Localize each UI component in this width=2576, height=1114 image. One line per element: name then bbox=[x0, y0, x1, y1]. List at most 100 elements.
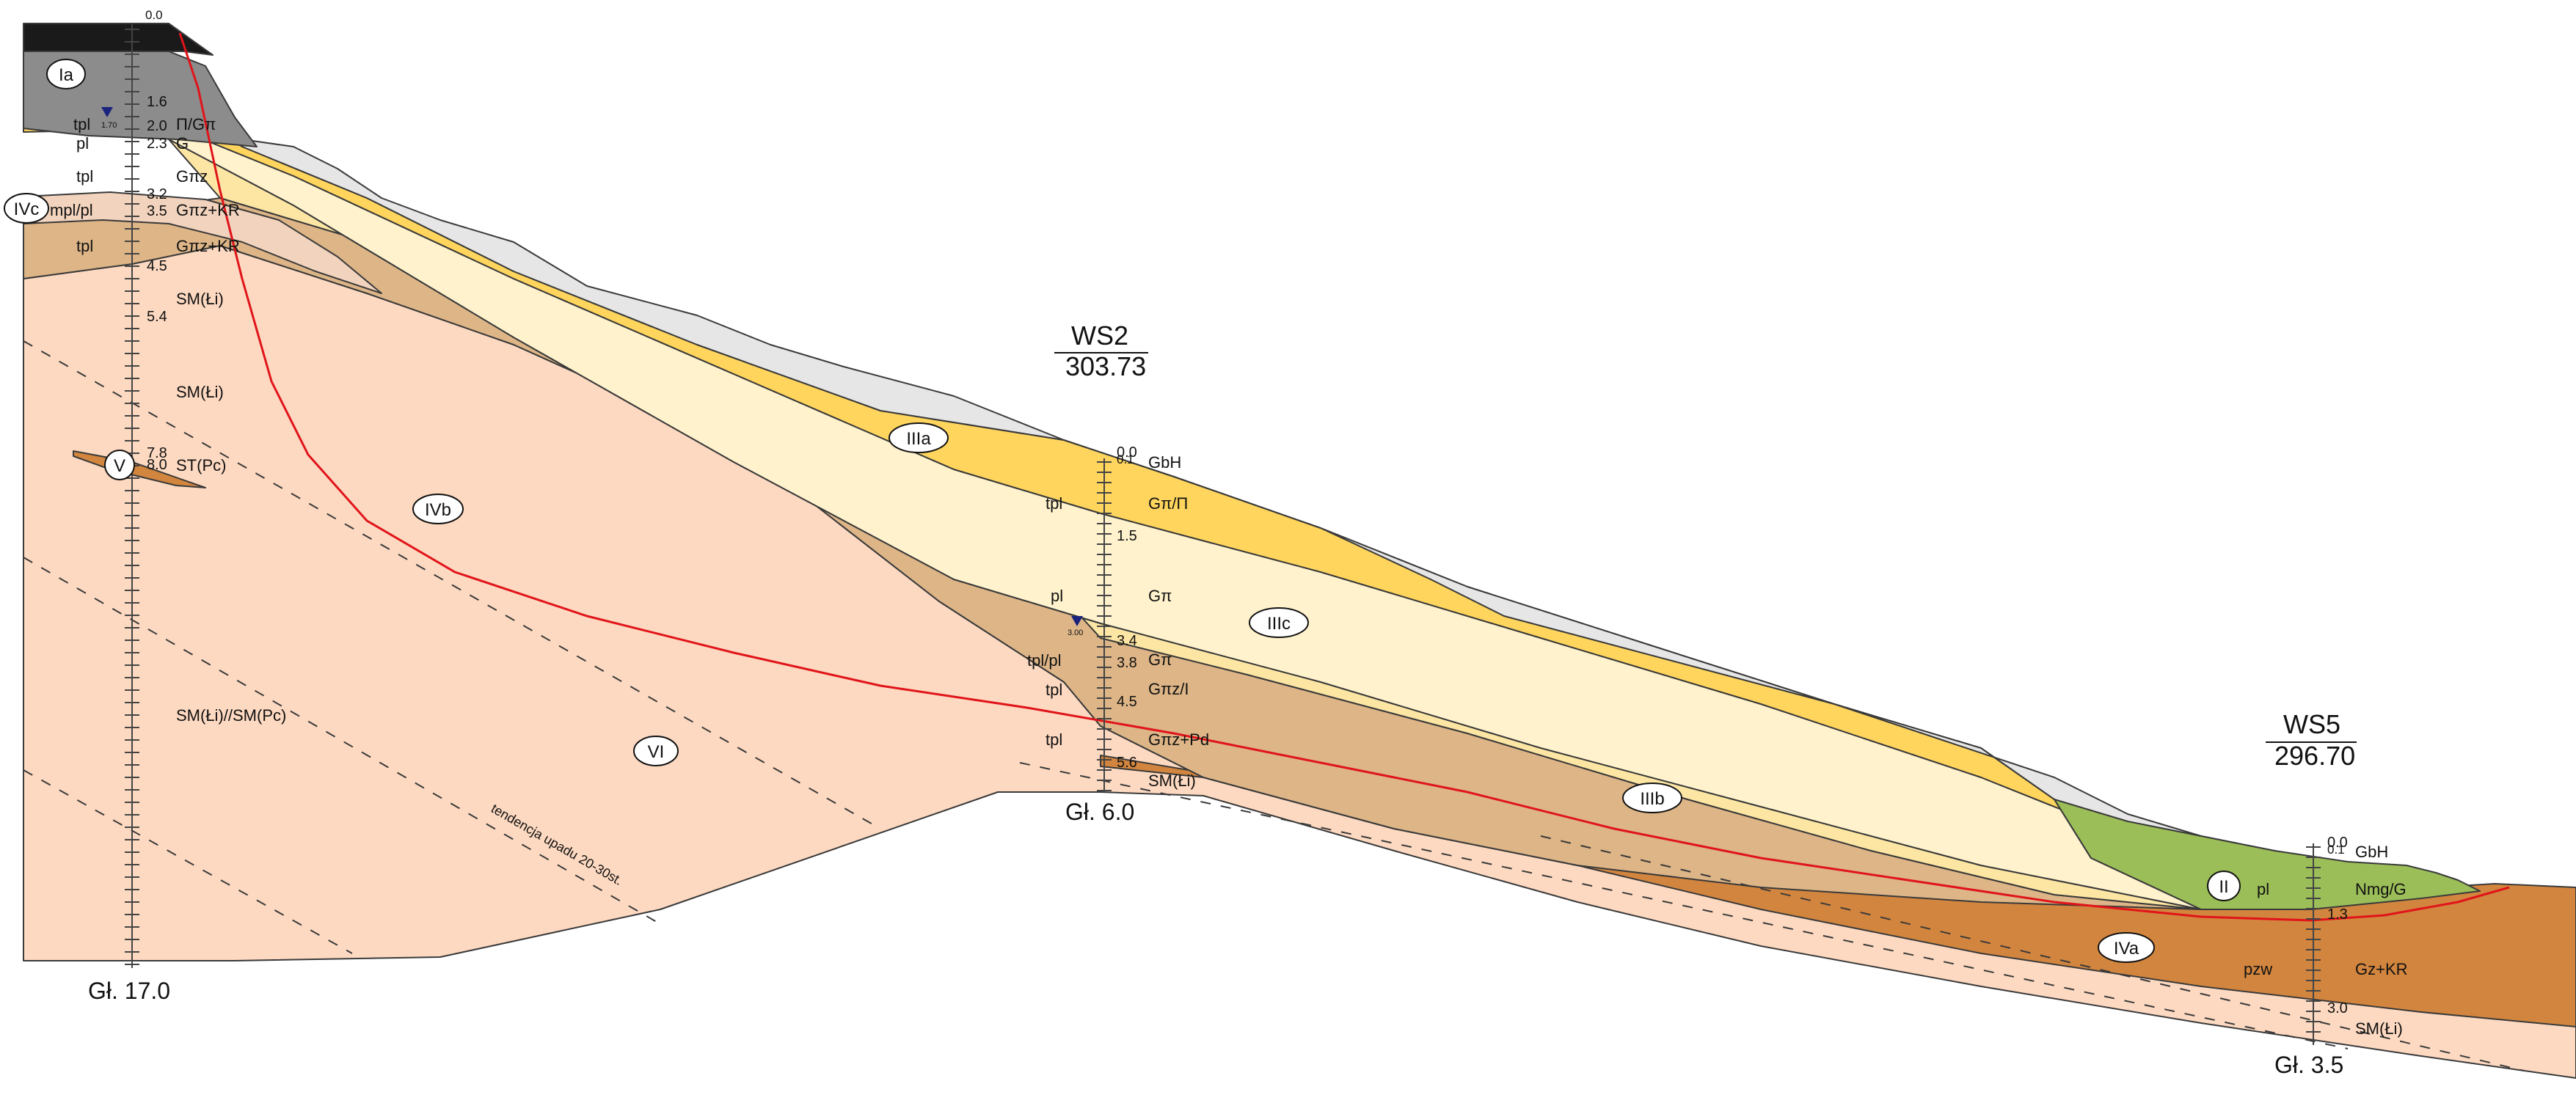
borehole-bottom-label: Gł. 17.0 bbox=[88, 978, 170, 1004]
depth-label: 2.0 bbox=[147, 118, 167, 134]
depth-label: 3.0 bbox=[2327, 1000, 2348, 1016]
borehole-ticks bbox=[2306, 846, 2321, 1033]
borehole-elevation: 296.70 bbox=[2274, 741, 2355, 771]
lith-label: Gπ/Π bbox=[1148, 494, 1188, 513]
depth-label: 7.8 bbox=[147, 445, 167, 461]
borehole-name: WS2 bbox=[1071, 320, 1128, 351]
strat-label: pl bbox=[1051, 587, 1063, 605]
lith-label: SM(Łi) bbox=[2355, 1019, 2403, 1038]
unit-text: II bbox=[2219, 877, 2228, 897]
strat-label: pl bbox=[2257, 880, 2269, 898]
layer-Ia-top bbox=[23, 23, 214, 56]
depth-label: 3.5 bbox=[147, 203, 167, 219]
borehole-ticks bbox=[1097, 461, 1112, 791]
layer-topsoil bbox=[241, 139, 2407, 881]
unit-text: IIIb bbox=[1640, 789, 1664, 809]
unit-ellipse bbox=[1249, 607, 1309, 638]
lith-label: ST(Pc) bbox=[176, 456, 226, 474]
depth-label: 3.8 bbox=[1117, 655, 1137, 671]
top-depth-label: 0.0 bbox=[2327, 835, 2348, 851]
strat-label: tpl bbox=[1046, 494, 1062, 513]
lith-label: SM(Łi) bbox=[1148, 772, 1196, 790]
lith-label: SM(Łi)//SM(Pc) bbox=[176, 706, 286, 725]
unit-label-VI: VI bbox=[633, 736, 679, 766]
top-depth-label: 0.1 bbox=[2327, 843, 2345, 857]
strat-label: tpl/pl bbox=[1027, 651, 1061, 670]
borehole-ticks bbox=[125, 29, 139, 965]
depth-label: 8.0 bbox=[147, 457, 167, 473]
lith-label: Gπ bbox=[1148, 651, 1172, 669]
unit-text: VI bbox=[648, 742, 665, 762]
unit-ellipse bbox=[633, 736, 679, 766]
depth-label: 3.2 bbox=[147, 186, 167, 202]
depth-label: 4.5 bbox=[1117, 694, 1137, 710]
water-table-marker bbox=[101, 107, 113, 117]
borehole-left: 0.0 1.70 1.6 2.0 2.3 3.2 3.5 4.5 5.4 7.8… bbox=[50, 8, 286, 1004]
borehole-bottom-label: Gł. 6.0 bbox=[1065, 799, 1134, 825]
unit-ellipse bbox=[1622, 783, 1682, 813]
lith-label: Gπz+KR bbox=[176, 237, 240, 255]
depth-label: 2.3 bbox=[147, 136, 167, 152]
layer-IVc bbox=[23, 191, 382, 294]
unit-ellipse bbox=[2098, 932, 2155, 963]
lith-label: Gz+KR bbox=[2355, 960, 2408, 978]
top-depth-label: 0.0 bbox=[1117, 444, 1137, 461]
unit-ellipse bbox=[889, 422, 949, 453]
depth-label: 1.5 bbox=[1117, 528, 1137, 544]
unit-label-Ia: Ia bbox=[46, 59, 86, 89]
dip-line bbox=[23, 769, 353, 954]
strat-label: mpl/pl bbox=[50, 201, 93, 219]
water-table-label: 1.70 bbox=[101, 121, 117, 130]
depth-label: 5.6 bbox=[1117, 755, 1137, 771]
unit-text: IVa bbox=[2114, 939, 2139, 959]
unit-ellipse bbox=[46, 59, 86, 89]
borehole-WS2: WS2 303.73 0.0 0.1 3.00 1.5 3.4 3.8 4.5 … bbox=[1027, 320, 1209, 825]
lith-label: G bbox=[176, 134, 189, 153]
unit-label-V: V bbox=[104, 450, 135, 480]
strat-label: tpl bbox=[1046, 681, 1062, 699]
unit-label-IIIa: IIIa bbox=[889, 422, 949, 453]
unit-label-IIIc: IIIc bbox=[1249, 607, 1309, 638]
depth-label: 1.6 bbox=[147, 94, 167, 110]
unit-label-IVb: IVb bbox=[412, 494, 464, 524]
dip-line bbox=[23, 340, 881, 829]
unit-ellipse bbox=[2207, 871, 2241, 901]
strat-label: pzw bbox=[2244, 960, 2272, 978]
lith-label: SM(Łi) bbox=[176, 383, 224, 401]
unit-text: Ia bbox=[59, 65, 74, 85]
borehole-name: WS5 bbox=[2283, 709, 2340, 739]
dip-line bbox=[1019, 762, 2349, 1049]
unit-text: IIIc bbox=[1267, 614, 1291, 634]
lith-label: Π/Gπ bbox=[176, 115, 216, 133]
depth-label: 3.4 bbox=[1117, 633, 1137, 649]
depth-label: 1.3 bbox=[2327, 906, 2348, 923]
lith-label: GbH bbox=[2355, 843, 2388, 861]
borehole-bottom-label: Gł. 3.5 bbox=[2274, 1052, 2343, 1078]
lith-label: GbH bbox=[1148, 453, 1181, 472]
lith-label: Gπz+KR bbox=[176, 201, 240, 219]
water-table-label: 3.00 bbox=[1068, 629, 1083, 637]
lith-label: Gπz+Pd bbox=[1148, 730, 1209, 749]
borehole-elevation: 303.73 bbox=[1065, 351, 1146, 381]
unit-label-IVc: IVc bbox=[4, 193, 49, 224]
water-table-marker bbox=[1071, 616, 1083, 626]
dip-line bbox=[1540, 835, 2525, 1071]
unit-ellipse bbox=[104, 450, 135, 480]
unit-label-IVa: IVa bbox=[2098, 932, 2155, 963]
strat-label: tpl bbox=[76, 167, 93, 186]
strat-label: tpl bbox=[1046, 730, 1062, 749]
strat-label: tpl bbox=[73, 115, 90, 133]
top-depth-label: 0.0 bbox=[145, 8, 163, 22]
lith-label: Nmg/G bbox=[2355, 880, 2407, 898]
lith-label: Gπz bbox=[176, 167, 208, 186]
layer-II bbox=[2054, 799, 2481, 910]
slip-surface bbox=[178, 32, 2510, 922]
unit-text: IVc bbox=[14, 199, 40, 219]
unit-ellipse bbox=[4, 193, 49, 224]
unit-label-II: II bbox=[2207, 871, 2241, 901]
depth-label: 4.5 bbox=[147, 258, 167, 274]
top-depth-label: 0.1 bbox=[1117, 452, 1134, 466]
layers bbox=[23, 23, 2576, 1079]
unit-text: IVb bbox=[425, 500, 451, 520]
